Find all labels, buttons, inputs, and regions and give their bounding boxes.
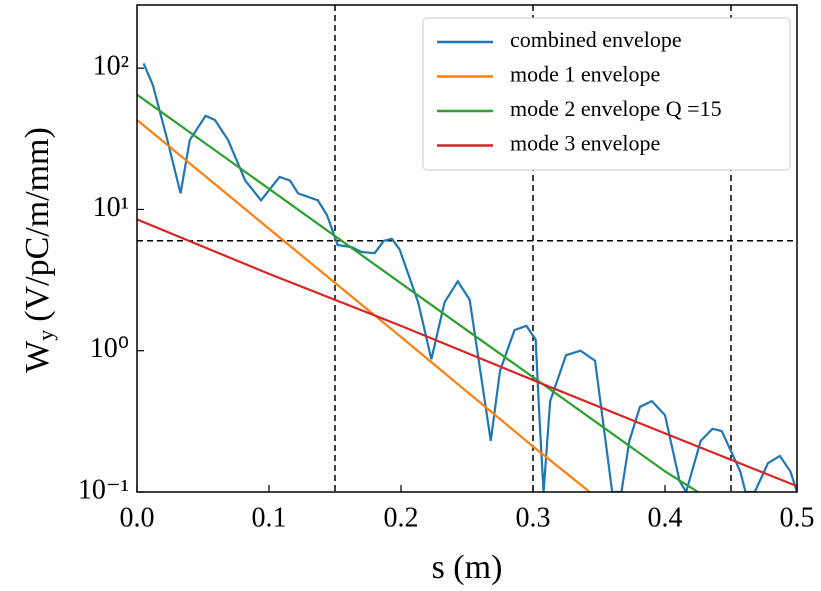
y-tick-label: 10¹	[93, 192, 129, 223]
legend-box	[422, 17, 791, 171]
x-tick-label: 0.0	[120, 502, 155, 533]
series-line	[137, 218, 797, 488]
x-tick-label: 0.3	[516, 502, 551, 533]
plot-frame	[136, 4, 798, 493]
y-tick-label: 10²	[93, 51, 129, 82]
legend-label: mode 1 envelope	[510, 62, 660, 87]
legend-label: combined envelope	[510, 27, 682, 52]
y-label-sub: y	[33, 330, 58, 341]
y-tick-label: 10⁰	[90, 333, 129, 364]
y-label-main: W	[19, 340, 56, 373]
legend-label: mode 3 envelope	[510, 131, 660, 156]
legend-label: mode 2 envelope Q =15	[510, 96, 722, 121]
series-line	[137, 93, 699, 492]
x-tick-label: 0.4	[648, 502, 683, 533]
y-label-rest: (V/pC/m/mm)	[19, 127, 56, 322]
series-line	[137, 119, 591, 492]
x-axis-label: s (m)	[432, 549, 503, 586]
x-tick-label: 0.2	[384, 502, 419, 533]
series-line	[142, 63, 797, 492]
x-tick-label: 0.5	[780, 502, 815, 533]
y-tick-label: 10⁻¹	[78, 474, 129, 505]
y-axis-label: Wy (V/pC/m/mm)	[19, 127, 58, 373]
x-tick-label: 0.1	[252, 502, 287, 533]
